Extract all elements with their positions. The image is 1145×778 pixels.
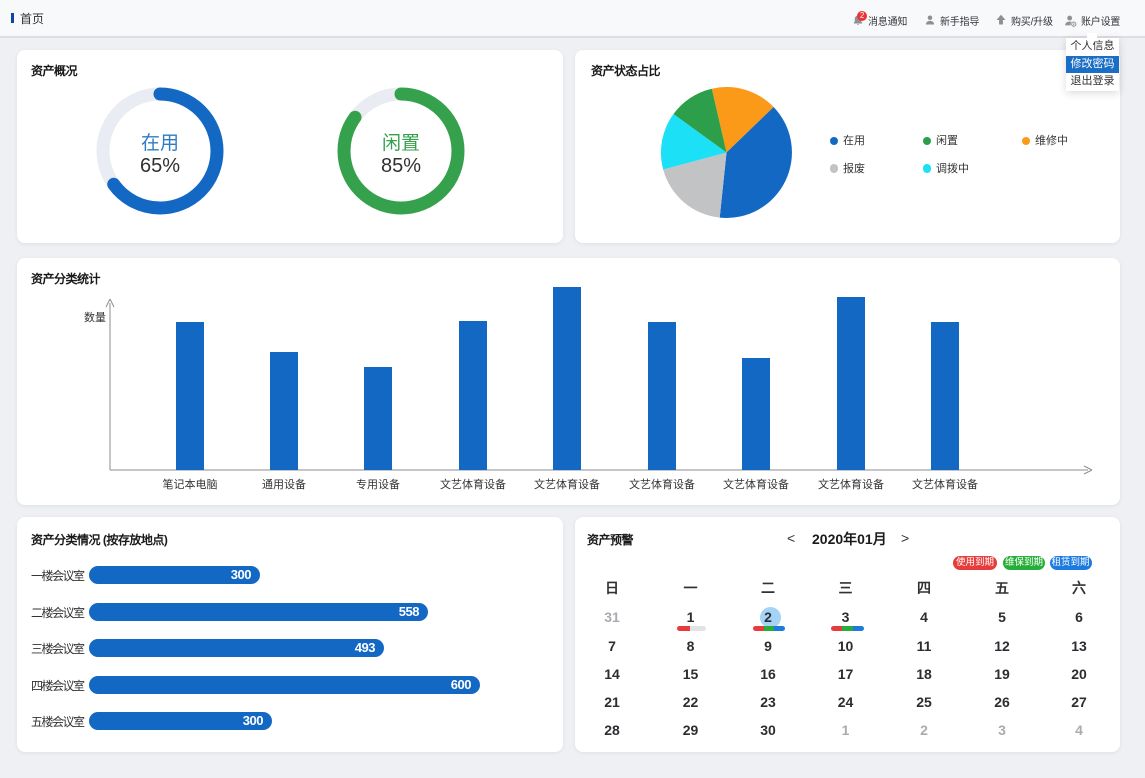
svg-text:数量: 数量 <box>84 311 106 324</box>
